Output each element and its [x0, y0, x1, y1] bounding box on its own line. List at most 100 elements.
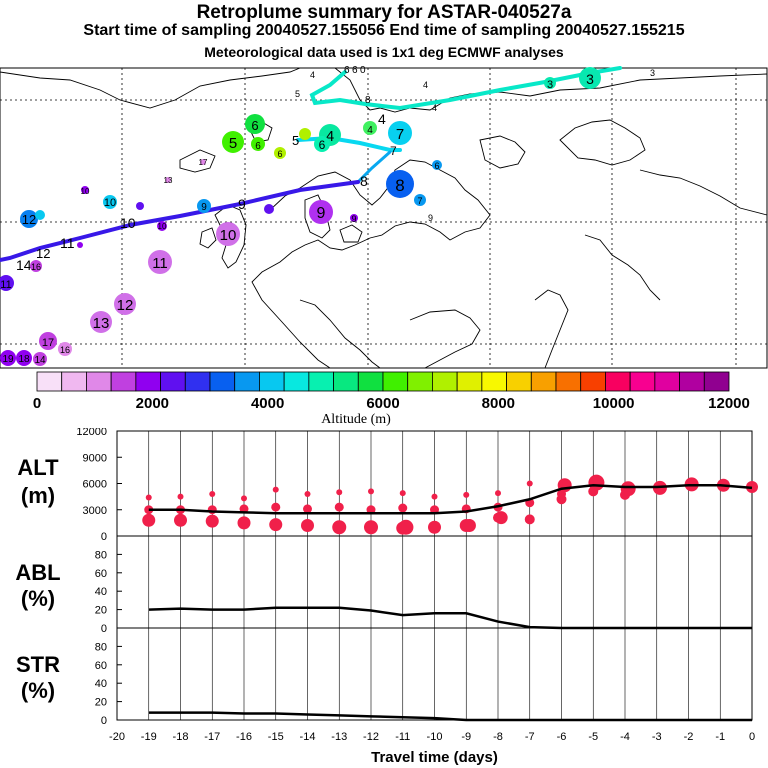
svg-text:4: 4: [326, 128, 334, 145]
svg-text:11: 11: [0, 279, 11, 291]
cluster-point: [237, 516, 251, 530]
svg-text:11: 11: [152, 255, 168, 272]
svg-text:9: 9: [317, 205, 326, 222]
ylabel-abl: ABL: [15, 560, 60, 585]
ytick-label-40: 40: [95, 586, 107, 598]
svg-text:7: 7: [396, 126, 404, 143]
cluster-point: [398, 503, 408, 513]
svg-text:6: 6: [277, 149, 282, 159]
xtick-label--5: -5: [588, 731, 598, 743]
svg-text:5: 5: [229, 135, 237, 152]
time-series-panels: 030006000900012000ALT(m)020406080ABL(%)0…: [15, 428, 758, 766]
map-graticule: [0, 68, 767, 368]
colorbar-tick-8000: 8000: [482, 395, 515, 412]
cluster-point: [556, 494, 567, 505]
xtick-label--15: -15: [268, 731, 284, 743]
colorbar-tick-4000: 4000: [251, 395, 284, 412]
colorbar-tick-6000: 6000: [366, 395, 399, 412]
day-marker-8: [386, 170, 414, 198]
svg-text:4: 4: [423, 80, 428, 90]
cluster-point: [205, 514, 219, 528]
svg-text:8: 8: [365, 95, 371, 106]
panel-alt: 0 3000 6000 9000 12000 ALT (m): [17, 428, 758, 543]
svg-text:6: 6: [352, 65, 358, 76]
colorbar-label: Altitude (m): [321, 412, 391, 427]
colorbar-tick-0: 0: [33, 395, 41, 412]
colorbar-cell-20: [530, 371, 557, 392]
svg-text:8: 8: [360, 173, 368, 189]
xtick-label--13: -13: [331, 731, 347, 743]
svg-text:17: 17: [42, 337, 54, 349]
str-line: [148, 711, 752, 722]
altitude-colorbar: 0 2000 4000 6000 8000 10000 12000 Altitude (m): [33, 371, 750, 427]
svg-text:9: 9: [428, 213, 433, 223]
svg-text:6: 6: [255, 141, 261, 152]
svg-text:7: 7: [390, 144, 397, 158]
cluster-point: [336, 489, 343, 496]
cluster-point: [301, 519, 314, 532]
colorbar-cell-3: [110, 371, 137, 392]
svg-text:10: 10: [81, 187, 90, 196]
colorbar-tick-10000: 10000: [593, 395, 635, 412]
colorbar-cell-18: [481, 371, 507, 392]
day-marker-9: [309, 200, 333, 224]
cluster-point: [145, 494, 152, 501]
cluster-point: [332, 520, 347, 535]
xtick-label--11: -11: [395, 731, 410, 743]
cluster-point: [269, 518, 283, 532]
svg-text:16: 16: [60, 345, 70, 355]
colorbar-cell-21: [555, 371, 582, 392]
colorbar-cell-25: [654, 371, 680, 392]
svg-text:4: 4: [378, 111, 386, 127]
svg-text:10: 10: [120, 215, 136, 231]
xtick-label--2: -2: [684, 731, 694, 743]
day-marker-3: [579, 67, 601, 89]
xtick-label--14: -14: [300, 731, 316, 743]
ytick-label-6000: 6000: [83, 479, 107, 491]
svg-text:11: 11: [60, 235, 75, 251]
colorbar-cell-14: [382, 371, 409, 392]
xtick-label--9: -9: [461, 731, 471, 743]
cluster-point: [209, 491, 216, 497]
day-marker-12: [114, 293, 136, 315]
cluster-point: [463, 491, 470, 498]
xtick-label--16: -16: [236, 731, 252, 743]
colorbar-cell-23: [605, 371, 631, 392]
svg-text:13: 13: [164, 176, 173, 185]
cluster-point: [368, 488, 374, 495]
ylabel-unit: (%): [21, 586, 55, 611]
ytick-label-0: 0: [101, 531, 107, 543]
colorbar-cell-16: [432, 371, 458, 392]
cluster-point: [174, 513, 187, 527]
svg-text:3: 3: [586, 71, 594, 87]
xtick-label--19: -19: [141, 731, 157, 743]
cluster-point: [494, 511, 508, 525]
day-marker-10: [216, 222, 240, 246]
colorbar-cell-10: [283, 371, 310, 392]
ytick-label-80: 80: [95, 641, 107, 653]
colorbar-cell-6: [184, 371, 211, 392]
colorbar-cell-12: [333, 371, 359, 392]
cluster-point: [428, 520, 441, 534]
day-marker-11: [148, 250, 172, 274]
panel-str: 0 20 40 60 80 STR(%): [16, 627, 753, 727]
ytick-label-12000: 12000: [76, 428, 107, 438]
colorbar-cell-11: [308, 371, 334, 392]
colorbar-cell-7: [209, 371, 236, 392]
meteo-source: Meteorological data used is 1x1 deg ECMW…: [204, 44, 564, 60]
colorbar-tick-12000: 12000: [708, 395, 750, 412]
xtick-label--17: -17: [204, 731, 220, 743]
cluster-point: [431, 493, 438, 500]
colorbar-cell-24: [629, 371, 656, 392]
svg-text:8: 8: [395, 176, 404, 195]
cluster-point: [303, 504, 312, 514]
colorbar-cell-4: [135, 371, 161, 392]
colorbar-ticks: 0 2000 4000 6000 8000 10000 12000: [33, 395, 750, 412]
svg-text:6: 6: [344, 65, 350, 76]
cluster-point: [364, 520, 378, 535]
abl-line: [148, 606, 752, 630]
colorbar-cell-15: [407, 371, 433, 392]
page-title: Retroplume summary for ASTAR-040527a: [196, 2, 572, 23]
ylabel-unit: (%): [21, 678, 55, 703]
ylabel-alt: ALT: [17, 455, 59, 480]
